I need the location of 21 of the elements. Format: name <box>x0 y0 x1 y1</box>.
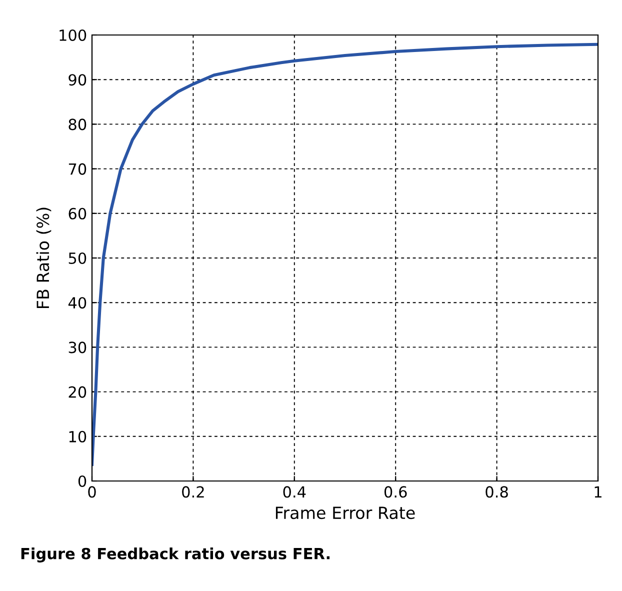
y-tick-label: 50 <box>68 252 86 264</box>
y-tick-label: 10 <box>69 430 86 442</box>
x-axis-title: Frame Error Rate <box>276 506 415 520</box>
y-tick-label: 40 <box>68 297 86 309</box>
y-tick-label: 30 <box>68 342 86 354</box>
y-tick-label: 100 <box>60 29 86 42</box>
y-tick-label: 70 <box>68 163 86 175</box>
y-tick-label: 0 <box>78 475 86 488</box>
x-tick-label: 0 <box>88 486 96 498</box>
y-tick-label: 80 <box>68 118 86 130</box>
y-tick-label: 20 <box>68 386 86 398</box>
caption: Figure 8 Feedback ratio versus FER. <box>21 548 330 562</box>
x-tick-label: 1 <box>594 486 602 498</box>
x-tick-label: 0.2 <box>182 486 204 498</box>
line-series <box>92 42 598 466</box>
x-tick-label: 0.4 <box>283 486 306 498</box>
y-axis-title: FB Ratio (%) <box>36 208 52 308</box>
y-tick-label: 90 <box>68 74 86 86</box>
y-tick-label: 60 <box>68 208 86 220</box>
x-tick-label: 0.8 <box>486 486 508 498</box>
x-tick-label: 0.6 <box>384 486 407 498</box>
